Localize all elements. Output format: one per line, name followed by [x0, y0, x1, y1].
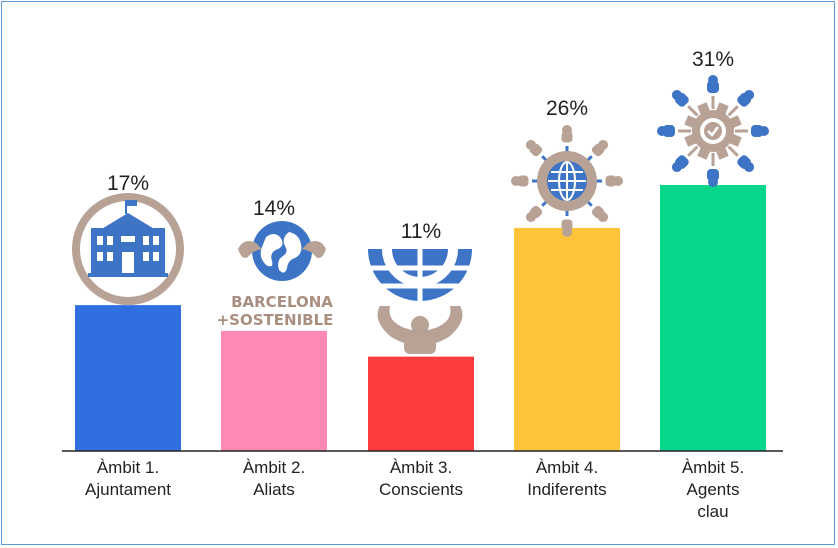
gear-people-network-icon [657, 75, 769, 187]
bar-3 [368, 356, 474, 451]
globe-people-network-icon [511, 125, 623, 237]
category-label-4-line-2: Indiferents [527, 480, 606, 499]
value-label-1: 17% [107, 172, 149, 195]
bar-1 [75, 305, 181, 451]
category-label-1-line-2: Ajuntament [85, 480, 171, 499]
category-label-5-line-3: clau [697, 502, 728, 521]
category-label-2-line-1: Àmbit 2. [243, 458, 305, 477]
value-label-4: 26% [546, 97, 588, 120]
svg-text:+SOSTENIBLE: +SOSTENIBLE [217, 311, 334, 329]
category-label-1-line-1: Àmbit 1. [97, 458, 159, 477]
barcelona-sostenible-logo: BARCELONA +SOSTENIBLE [217, 221, 334, 329]
value-label-5: 31% [692, 48, 734, 71]
category-label-3-line-2: Conscients [379, 480, 463, 499]
value-label-2: 14% [253, 197, 295, 220]
bar-4 [514, 227, 620, 451]
bar-2 [221, 330, 327, 451]
category-label-5-line-2: Agents [687, 480, 740, 499]
category-label-2-line-2: Aliats [253, 480, 295, 499]
globe-lifted-icon [368, 249, 472, 354]
bar-5 [660, 185, 766, 451]
city-hall-icon [72, 193, 184, 305]
svg-text:BARCELONA: BARCELONA [231, 293, 333, 311]
category-label-5-line-1: Àmbit 5. [682, 458, 744, 477]
category-label-4-line-1: Àmbit 4. [536, 458, 598, 477]
value-label-3: 11% [401, 220, 441, 243]
category-label-3-line-1: Àmbit 3. [390, 458, 452, 477]
